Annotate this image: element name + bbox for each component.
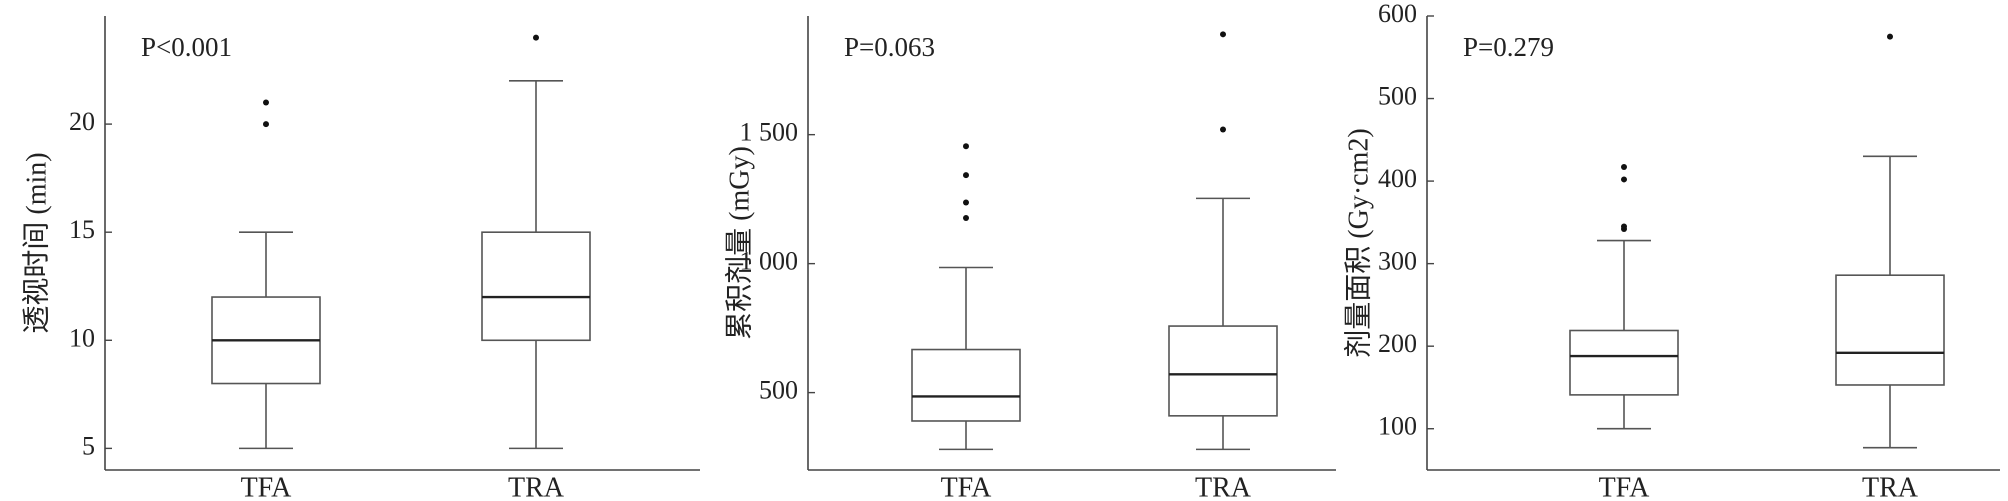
annotation: P=0.279 [1463,32,1554,62]
x-tick-label: TFA [241,472,293,501]
y-tick-label: 15 [69,215,95,244]
outlier [1220,126,1226,133]
annotation: P=0.063 [844,32,935,62]
x-tick-label: TFA [1599,472,1651,501]
y-axis-label: 剂量面积 (Gy·cm2) [1342,128,1374,357]
box [1569,329,1679,396]
box [1835,274,1945,386]
outlier [1621,223,1627,230]
y-tick-label: 1 000 [740,247,799,276]
y-tick-label: 500 [1378,82,1417,111]
y-tick-label: 500 [759,376,798,405]
y-tick-label: 20 [69,107,95,136]
x-tick-label: TRA [1195,472,1252,501]
x-tick-label: TRA [508,472,565,501]
box [911,348,1021,422]
outlier [1621,176,1627,183]
y-tick-label: 600 [1378,0,1417,28]
outlier [263,99,269,106]
y-tick-label: 1 500 [740,118,799,147]
y-tick-label: 300 [1378,247,1417,276]
box [1168,325,1278,417]
annotation: P<0.001 [141,32,232,62]
y-tick-label: 400 [1378,164,1417,193]
y-tick-label: 10 [69,323,95,352]
outlier [1621,164,1627,171]
outlier [963,214,969,221]
x-tick-label: TFA [941,472,993,501]
outlier [963,199,969,206]
y-axis-label: 累积剂量 (mGy) [723,146,755,340]
x-tick-label: TRA [1862,472,1919,501]
y-tick-label: 100 [1378,412,1417,441]
y-tick-label: 200 [1378,329,1417,358]
box [481,231,591,342]
y-tick-label: 5 [82,431,95,460]
outlier [263,121,269,128]
outlier [1220,31,1226,38]
y-axis-label: 透视时间 (min) [20,152,52,333]
outlier [963,172,969,179]
outlier [963,143,969,150]
outlier [1887,33,1893,40]
outlier [533,34,539,41]
